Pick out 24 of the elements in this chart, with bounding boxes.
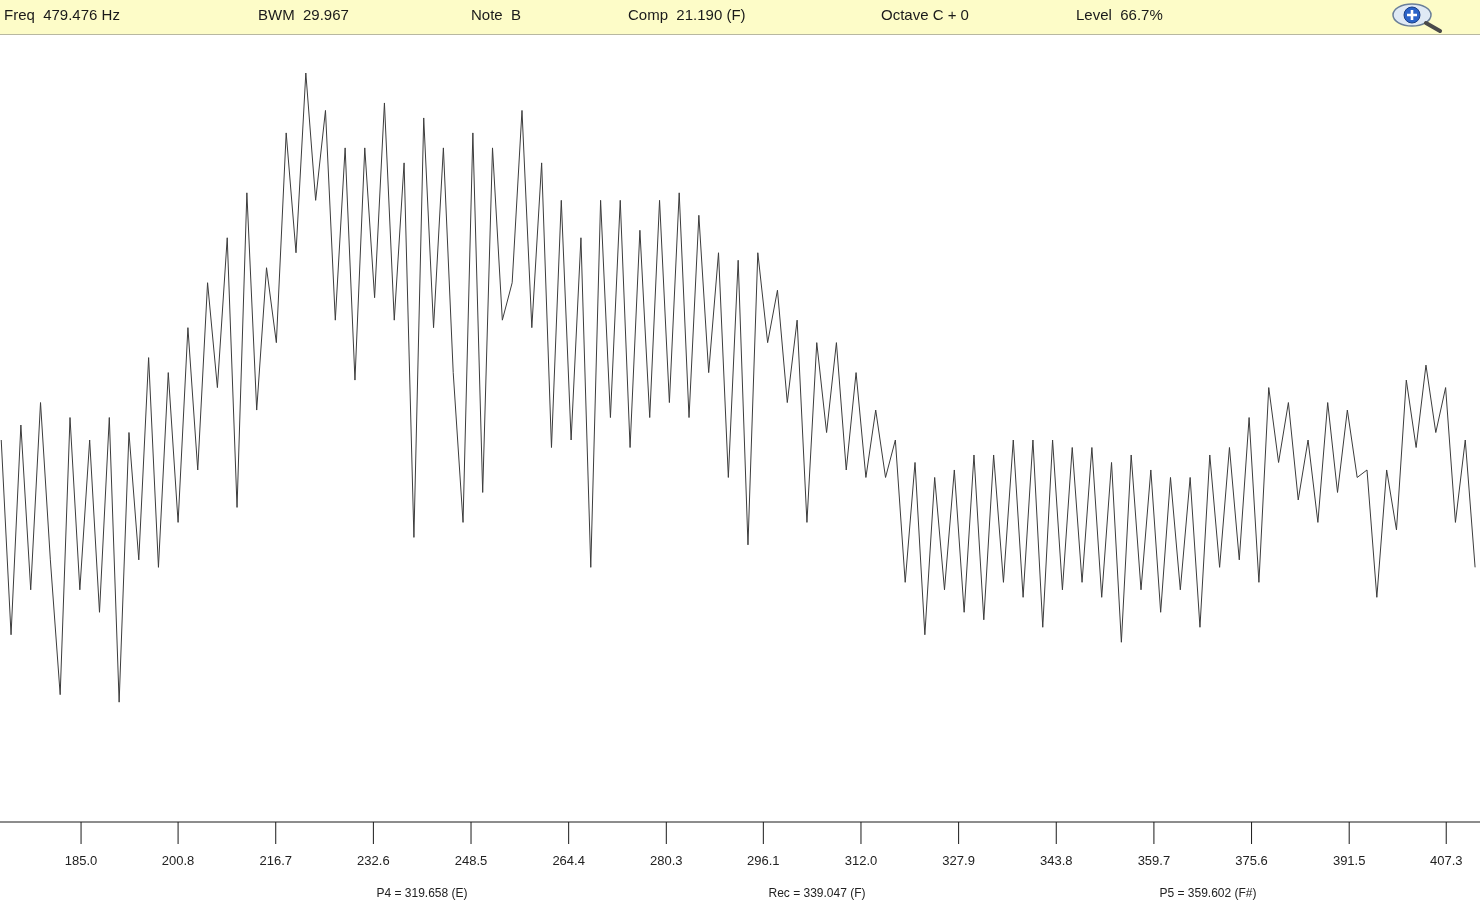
text: Octave C + 0 xyxy=(881,6,969,23)
x-tick-label: 264.4 xyxy=(552,853,585,869)
x-tick-label: 216.7 xyxy=(259,853,293,869)
x-tick-label: 327.9 xyxy=(942,853,975,869)
x-tick-label: 248.5 xyxy=(454,853,488,869)
x-tick-label: 280.3 xyxy=(650,853,683,869)
text: BWM 29.967 xyxy=(258,6,349,23)
text: Comp 21.190 (F) xyxy=(628,6,746,23)
x-tick-label: 391.5 xyxy=(1332,853,1366,869)
x-tick-label: 200.8 xyxy=(161,853,195,869)
x-tick-label: 296.1 xyxy=(747,853,780,869)
text: P4 = 319.658 (E) xyxy=(376,886,468,900)
text: Note B xyxy=(471,6,522,23)
x-tick-label: 312.0 xyxy=(844,853,878,869)
x-tick-label: 375.6 xyxy=(1235,853,1268,869)
x-tick-label: 407.3 xyxy=(1429,853,1463,869)
text: Level 66.7% xyxy=(1076,6,1163,23)
text: Rec = 339.047 (F) xyxy=(768,886,866,900)
x-tick-label: 359.7 xyxy=(1137,853,1171,869)
text: P5 = 359.602 (F#) xyxy=(1159,886,1257,900)
text: Freq 479.476 Hz xyxy=(4,6,120,23)
x-tick-label: 185.0 xyxy=(64,853,98,869)
x-tick-label: 232.6 xyxy=(357,853,390,869)
x-tick-label: 343.8 xyxy=(1039,853,1073,869)
